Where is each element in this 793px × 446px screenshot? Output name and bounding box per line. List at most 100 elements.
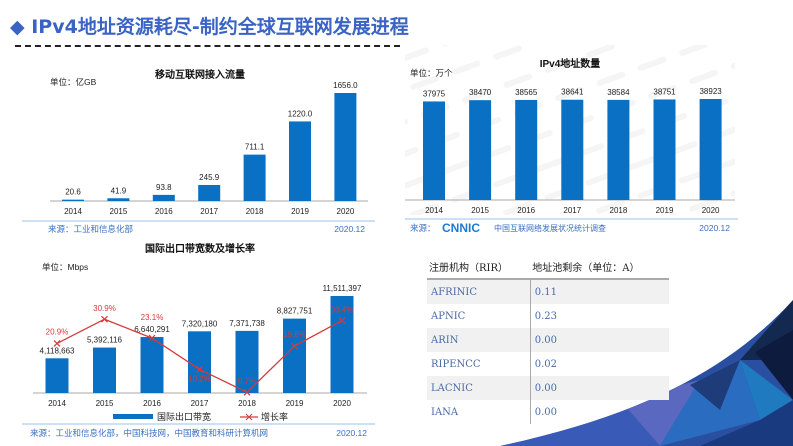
- data-label: 38584: [607, 88, 630, 97]
- rate-label: 30.9%: [93, 304, 116, 313]
- x-tick-label: 2014: [64, 207, 82, 216]
- chart-title: 国际出口带宽数及增长率: [145, 242, 255, 255]
- data-label: 245.9: [199, 173, 220, 182]
- x-tick-label: 2016: [155, 207, 173, 216]
- data-label: 38923: [699, 87, 722, 96]
- remaining-cell: 0.00: [529, 328, 669, 352]
- table-row: IANA 0.00: [427, 400, 669, 424]
- bar: [330, 296, 354, 393]
- bar: [607, 99, 630, 200]
- data-label: 7,320,180: [182, 319, 218, 328]
- x-tick-label: 2020: [702, 206, 720, 215]
- bar: [45, 358, 69, 393]
- x-tick-label: 2015: [110, 207, 128, 216]
- rate-label: 0.7%: [238, 376, 256, 385]
- x-tick-label: 2014: [48, 399, 66, 408]
- table-row: RIPENCC 0.02: [427, 352, 669, 376]
- x-tick-label: 2020: [333, 399, 351, 408]
- header-rir: 注册机构（RIR）: [427, 255, 531, 280]
- rir-pool-table: 注册机构（RIR） 地址池剩余（单位：A） AFRINIC 0.11 APNIC 0.…: [427, 255, 669, 424]
- x-tick-label: 2015: [96, 399, 114, 408]
- source-prefix: 来源：: [410, 223, 436, 233]
- data-label: 38641: [561, 88, 584, 97]
- remaining-cell: 0.00: [529, 376, 669, 400]
- data-label: 1220.0: [288, 109, 313, 118]
- rate-label: 20.9%: [46, 327, 69, 336]
- rir-cell: ARIN: [427, 328, 531, 352]
- table-row: ARIN 0.00: [427, 328, 669, 352]
- x-tick-label: 2018: [238, 399, 256, 408]
- x-tick-label: 2016: [143, 399, 161, 408]
- table-row: LACNIC 0.00: [427, 376, 669, 400]
- unit-label: 单位：万个: [410, 68, 453, 78]
- bar: [140, 337, 164, 393]
- unit-label: 单位：Mbps: [42, 262, 88, 272]
- rate-marker: [338, 317, 346, 324]
- x-tick-label: 2018: [610, 206, 628, 215]
- rate-marker: [243, 388, 251, 396]
- x-tick-label: 2017: [200, 207, 218, 216]
- rate-marker: [53, 339, 61, 347]
- rate-marker: [291, 342, 298, 350]
- cnnic-logo: CNNIC: [442, 221, 480, 235]
- rir-cell: IANA: [431, 406, 459, 418]
- x-tick-label: 2019: [291, 207, 309, 216]
- remaining-cell: 0.02: [529, 352, 669, 376]
- bar: [515, 99, 538, 200]
- slide-title: ◆ IPv4地址资源耗尽-制约全球互联网发展进程: [10, 16, 409, 38]
- bar: [283, 318, 306, 393]
- bar: [289, 121, 311, 201]
- data-label: 38751: [653, 87, 676, 96]
- rate-label: 19.8%: [283, 330, 306, 339]
- bar: [152, 194, 175, 201]
- rate-label: 23.1%: [141, 313, 164, 322]
- x-tick-label: 2020: [337, 207, 355, 216]
- data-label: 1656.0: [333, 81, 358, 90]
- x-tick-label: 2017: [191, 399, 209, 408]
- bar: [653, 99, 676, 200]
- x-tick-label: 2019: [286, 399, 304, 408]
- legend-bar-swatch: [113, 414, 153, 419]
- data-label: 7,371,738: [229, 319, 265, 328]
- data-label: 41.9: [111, 186, 127, 195]
- x-tick-label: 2019: [656, 206, 674, 215]
- x-tick-label: 2016: [517, 206, 535, 215]
- source-text: 来源：工业和信息化部，中国科技网，中国教育和科研计算机网: [30, 428, 268, 438]
- bar: [243, 154, 266, 201]
- table-row: AFRINIC 0.11: [427, 279, 669, 304]
- data-label: 4,118,663: [40, 346, 76, 355]
- rate-marker: [148, 334, 156, 342]
- data-label: 5,392,116: [87, 336, 123, 345]
- bar: [561, 99, 584, 200]
- remaining-cell: 0.00: [529, 400, 669, 424]
- x-tick-label: 2014: [425, 206, 443, 215]
- chart-title: 移动互联网接入流量: [155, 68, 245, 81]
- data-label: 38470: [469, 88, 492, 97]
- bar: [62, 199, 84, 201]
- source-text: 中国互联网络发展状况统计调查: [494, 223, 606, 233]
- bar: [469, 100, 492, 200]
- data-label: 93.8: [156, 183, 172, 192]
- bar: [93, 347, 116, 393]
- bar: [699, 99, 722, 200]
- source-date: 2020.12: [699, 223, 730, 233]
- unit-label: 单位：亿GB: [50, 77, 97, 87]
- data-label: 11,511,397: [323, 284, 362, 293]
- data-label: 6,640,291: [134, 325, 170, 334]
- legend-line-label: 增长率: [261, 411, 288, 422]
- x-tick-label: 2017: [563, 206, 581, 215]
- remaining-cell: 0.11: [529, 279, 669, 304]
- rate-label: 30.4%: [331, 305, 354, 314]
- x-tick-label: 2015: [471, 206, 489, 215]
- chart-title: IPv4地址数量: [540, 57, 601, 70]
- source-text: 来源：工业和信息化部: [48, 224, 134, 234]
- rate-marker: [101, 315, 108, 323]
- data-label: 20.6: [65, 188, 81, 197]
- bar: [334, 93, 357, 201]
- title-divider: [15, 45, 400, 47]
- source-date: 2020.12: [334, 224, 365, 234]
- rir-cell: LACNIC: [427, 376, 531, 400]
- data-label: 711.1: [245, 143, 265, 152]
- bar: [235, 330, 259, 393]
